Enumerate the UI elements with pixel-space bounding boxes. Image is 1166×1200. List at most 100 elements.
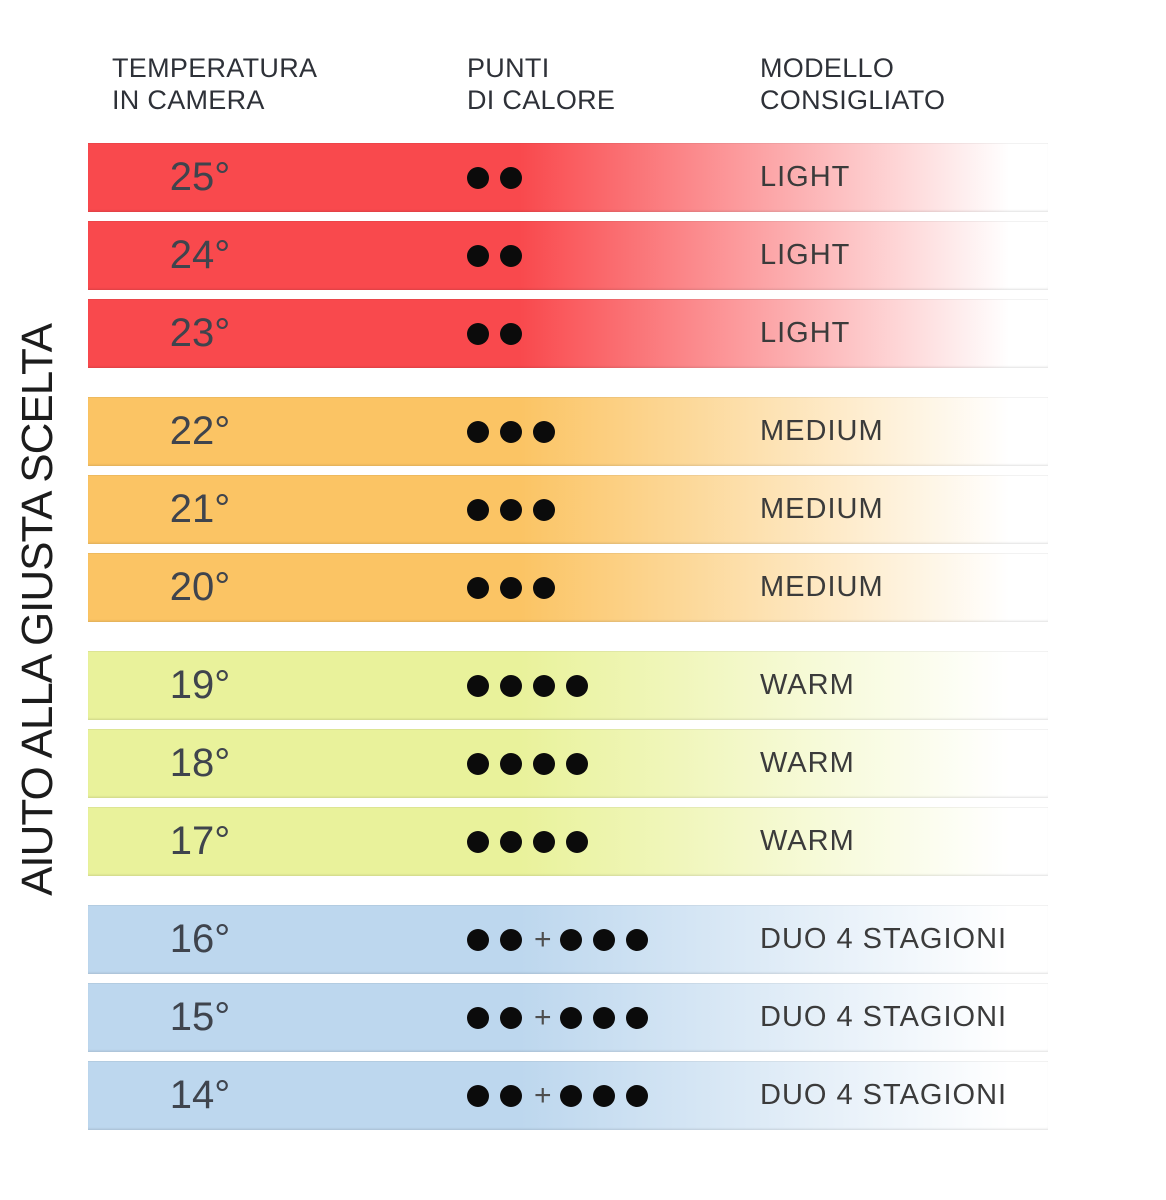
heat-dot-icon bbox=[533, 498, 555, 521]
table-row: 17° WARM bbox=[88, 807, 1048, 876]
table-row: 18° WARM bbox=[88, 729, 1048, 798]
heat-dot-icon bbox=[467, 1084, 489, 1107]
column-header-temperature-line2: IN CAMERA bbox=[112, 85, 265, 115]
column-header-heat-points-line2: DI CALORE bbox=[467, 85, 616, 115]
plus-sign: + bbox=[534, 922, 552, 956]
heat-dot-icon bbox=[467, 928, 489, 951]
heat-dot-icon bbox=[467, 322, 489, 345]
recommended-model: MEDIUM bbox=[760, 493, 884, 525]
heat-dot-icon bbox=[467, 830, 489, 853]
heat-dot-icon bbox=[592, 1084, 615, 1107]
recommended-model: LIGHT bbox=[760, 161, 851, 193]
plus-sign: + bbox=[534, 1078, 552, 1112]
heat-points-dots bbox=[467, 729, 599, 798]
recommended-model: MEDIUM bbox=[760, 415, 884, 447]
temperature-table: 25° LIGHT 24° LIGHT 23° LIGHT 22° MEDIUM… bbox=[88, 143, 1048, 1139]
recommended-model: LIGHT bbox=[760, 317, 851, 349]
temperature-value: 17° bbox=[169, 819, 231, 863]
table-row: 23° LIGHT bbox=[88, 299, 1048, 368]
heat-points-dots: + bbox=[467, 1061, 659, 1130]
heat-dot-icon bbox=[500, 1006, 522, 1029]
heat-points-dots bbox=[467, 475, 566, 544]
heat-dot-icon bbox=[533, 752, 555, 775]
heat-points-dots bbox=[467, 651, 599, 720]
recommended-model: WARM bbox=[760, 747, 855, 779]
temperature-value: 25° bbox=[169, 155, 231, 199]
heat-dot-icon bbox=[500, 420, 522, 443]
heat-points-dots bbox=[467, 143, 533, 212]
table-row: 20° MEDIUM bbox=[88, 553, 1048, 622]
heat-dot-icon bbox=[559, 1084, 582, 1107]
heat-dot-icon bbox=[566, 830, 588, 853]
temperature-value: 16° bbox=[169, 917, 231, 961]
column-header-temperature: TEMPERATURA IN CAMERA bbox=[112, 52, 317, 116]
heat-dot-icon bbox=[559, 928, 582, 951]
heat-dot-icon bbox=[592, 1006, 615, 1029]
temperature-value: 22° bbox=[169, 409, 231, 453]
recommended-model: DUO 4 STAGIONI bbox=[760, 1079, 1008, 1111]
heat-dot-icon bbox=[500, 830, 522, 853]
heat-dot-icon bbox=[500, 244, 522, 267]
heat-dot-icon bbox=[533, 674, 555, 697]
recommended-model: WARM bbox=[760, 825, 855, 857]
column-header-heat-points: PUNTI DI CALORE bbox=[467, 52, 615, 116]
heat-dot-icon bbox=[500, 576, 522, 599]
heat-dot-icon bbox=[500, 1084, 522, 1107]
heat-dot-icon bbox=[467, 420, 489, 443]
recommended-model: DUO 4 STAGIONI bbox=[760, 1001, 1008, 1033]
heat-dot-icon bbox=[592, 928, 615, 951]
side-title: AIUTO ALLA GIUSTA SCELTA bbox=[8, 277, 68, 943]
temperature-value: 14° bbox=[169, 1073, 231, 1117]
table-row: 25° LIGHT bbox=[88, 143, 1048, 212]
heat-dot-icon bbox=[500, 928, 522, 951]
table-row: 16° + DUO 4 STAGIONI bbox=[88, 905, 1048, 974]
recommended-model: DUO 4 STAGIONI bbox=[760, 923, 1008, 955]
heat-dot-icon bbox=[533, 830, 555, 853]
temperature-value: 24° bbox=[169, 233, 231, 277]
heat-dot-icon bbox=[467, 752, 489, 775]
recommended-model: MEDIUM bbox=[760, 571, 884, 603]
heat-dot-icon bbox=[500, 752, 522, 775]
plus-sign: + bbox=[534, 1000, 552, 1034]
heat-dot-icon bbox=[500, 674, 522, 697]
heat-dot-icon bbox=[467, 576, 489, 599]
heat-points-dots: + bbox=[467, 905, 659, 974]
column-header-model-line2: CONSIGLIATO bbox=[760, 85, 946, 115]
temperature-value: 21° bbox=[169, 487, 231, 531]
heat-dot-icon bbox=[467, 166, 489, 189]
heat-points-dots bbox=[467, 299, 533, 368]
heat-points-dots bbox=[467, 221, 533, 290]
column-header-heat-points-line1: PUNTI bbox=[467, 53, 550, 83]
table-row: 15° + DUO 4 STAGIONI bbox=[88, 983, 1048, 1052]
temperature-value: 19° bbox=[169, 663, 231, 707]
heat-dot-icon bbox=[467, 244, 489, 267]
temperature-value: 18° bbox=[169, 741, 231, 785]
heat-dot-icon bbox=[467, 674, 489, 697]
table-row: 22° MEDIUM bbox=[88, 397, 1048, 466]
heat-dot-icon bbox=[566, 752, 588, 775]
heat-points-dots bbox=[467, 397, 566, 466]
heat-dot-icon bbox=[559, 1006, 582, 1029]
heat-dot-icon bbox=[500, 498, 522, 521]
recommended-model: LIGHT bbox=[760, 239, 851, 271]
heat-dot-icon bbox=[625, 1084, 648, 1107]
table-row: 24° LIGHT bbox=[88, 221, 1048, 290]
heat-dot-icon bbox=[625, 1006, 648, 1029]
heat-dot-icon bbox=[533, 576, 555, 599]
temperature-value: 15° bbox=[169, 995, 231, 1039]
heat-dot-icon bbox=[467, 1006, 489, 1029]
heat-dot-icon bbox=[467, 498, 489, 521]
heat-dot-icon bbox=[566, 674, 588, 697]
table-row: 21° MEDIUM bbox=[88, 475, 1048, 544]
heat-dot-icon bbox=[533, 420, 555, 443]
heat-dot-icon bbox=[625, 928, 648, 951]
column-header-model: MODELLO CONSIGLIATO bbox=[760, 52, 945, 116]
temperature-value: 20° bbox=[169, 565, 231, 609]
side-title-text: AIUTO ALLA GIUSTA SCELTA bbox=[13, 324, 63, 896]
table-row: 14° + DUO 4 STAGIONI bbox=[88, 1061, 1048, 1130]
heat-points-dots bbox=[467, 807, 599, 876]
recommended-model: WARM bbox=[760, 669, 855, 701]
temperature-value: 23° bbox=[169, 311, 231, 355]
table-row: 19° WARM bbox=[88, 651, 1048, 720]
column-header-temperature-line1: TEMPERATURA bbox=[112, 53, 318, 83]
